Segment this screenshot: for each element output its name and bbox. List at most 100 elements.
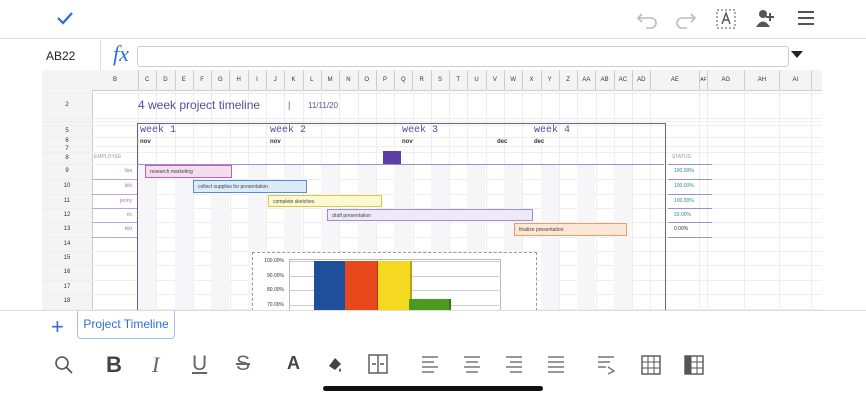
task-bar: collect supplies for presentation (193, 180, 307, 193)
column-line (229, 90, 231, 310)
column-header: E (175, 70, 194, 90)
status-header: STATUS (672, 154, 691, 160)
status-value: 100.00% (674, 183, 694, 189)
axis-tick-label: 90.00% (267, 272, 284, 279)
row-header: 15 (63, 255, 71, 261)
menu-button[interactable] (796, 9, 816, 27)
employee-name: lisa (124, 168, 132, 174)
status-line (668, 179, 712, 180)
row-header: 16 (63, 269, 71, 275)
column-line (449, 90, 451, 310)
row-line (42, 118, 822, 119)
formula-dropdown[interactable] (790, 50, 804, 60)
column-header: I (248, 70, 268, 90)
cell-reference: AB22 (46, 49, 76, 63)
week-label: week 3 (402, 125, 439, 136)
employee-name: ric (126, 212, 132, 218)
underline-button[interactable]: U (192, 352, 208, 375)
row-header: 7 (65, 146, 69, 152)
column-header: S (431, 70, 451, 90)
column-header: K (284, 70, 304, 90)
column-line (707, 90, 709, 310)
search-button[interactable] (54, 355, 74, 375)
redo-button[interactable] (673, 8, 697, 30)
row-line (42, 146, 822, 147)
divider (0, 310, 866, 311)
status-line (668, 164, 712, 165)
week-label: week 4 (534, 125, 571, 136)
timeline-frame (137, 123, 666, 310)
column-line (412, 90, 414, 310)
fx-label: fx (113, 41, 129, 66)
collaborate-button[interactable] (754, 7, 778, 31)
task-bar: complete sketches (268, 195, 382, 207)
column-header: P (376, 70, 396, 90)
column-header: F (193, 70, 213, 90)
merge-cells-button[interactable] (368, 354, 388, 374)
column-line (558, 90, 560, 310)
strikethrough-button[interactable]: S (236, 352, 251, 375)
formula-input[interactable] (137, 46, 789, 67)
header-line (137, 164, 664, 165)
text-box-button[interactable] (715, 8, 737, 30)
column-header: AI (779, 70, 813, 90)
employee-line (92, 208, 137, 209)
day-shade (174, 165, 193, 309)
row-header: 5 (65, 128, 69, 134)
month-label: nov (402, 139, 413, 145)
status-line (668, 237, 712, 238)
row-line (42, 125, 822, 126)
employee-name: kiki (124, 226, 132, 232)
chart-bar (345, 261, 379, 311)
fill-color-button[interactable] (325, 354, 345, 374)
employee-line (92, 222, 137, 223)
today-marker (383, 151, 401, 165)
column-header: AC (614, 70, 634, 90)
row-header: 18 (63, 298, 71, 304)
italic-button[interactable]: I (152, 352, 160, 377)
column-line (595, 90, 597, 310)
spreadsheet-grid: B C D E F G H I J K L M N O P Q R S T U V W X Y Z AA AB AC AD AE AF AG A… (0, 70, 866, 311)
status-value: 100.00% (674, 198, 694, 204)
add-sheet-button[interactable]: + (51, 314, 64, 339)
column-line (632, 90, 634, 310)
column-header: J (266, 70, 286, 90)
row-header: 11 (63, 198, 71, 204)
day-shade (577, 165, 596, 309)
home-indicator (323, 386, 543, 391)
row-line (42, 121, 822, 122)
undo-button[interactable] (636, 8, 660, 30)
embedded-chart: 100.00% 90.00% 80.00% 70.00% (252, 252, 537, 311)
column-header: AD (632, 70, 652, 90)
employee-line (92, 179, 137, 180)
confirm-button[interactable] (55, 9, 75, 27)
day-shade (540, 165, 559, 309)
row-header: 6 (65, 138, 69, 144)
row-line (42, 93, 822, 94)
column-line (266, 90, 268, 310)
column-header: R (413, 70, 432, 90)
column-header: M (321, 70, 341, 90)
row-header: 10 (63, 183, 71, 189)
column-header: B (92, 70, 139, 90)
bold-button[interactable]: B (106, 352, 122, 377)
axis-tick-label: 80.00% (267, 287, 284, 293)
row-header: 8 (65, 155, 69, 161)
chart-bar (409, 299, 451, 311)
column-line (485, 90, 487, 310)
column-header: AG (707, 70, 746, 90)
column-line (744, 90, 746, 310)
column-line (522, 90, 524, 310)
column-header: G (211, 70, 231, 90)
column-header: L (303, 70, 322, 90)
row-header: 2 (65, 102, 69, 108)
sheet-tab[interactable]: Project Timeline (77, 311, 175, 339)
divider (100, 40, 101, 70)
column-header: X (522, 70, 542, 90)
column-header: AF (699, 70, 709, 90)
alignment-buttons[interactable] (420, 354, 720, 376)
row-header: 12 (63, 212, 71, 218)
status-value: 33.00% (674, 212, 691, 218)
font-button[interactable]: A (287, 353, 300, 373)
column-header: AA (577, 70, 597, 90)
